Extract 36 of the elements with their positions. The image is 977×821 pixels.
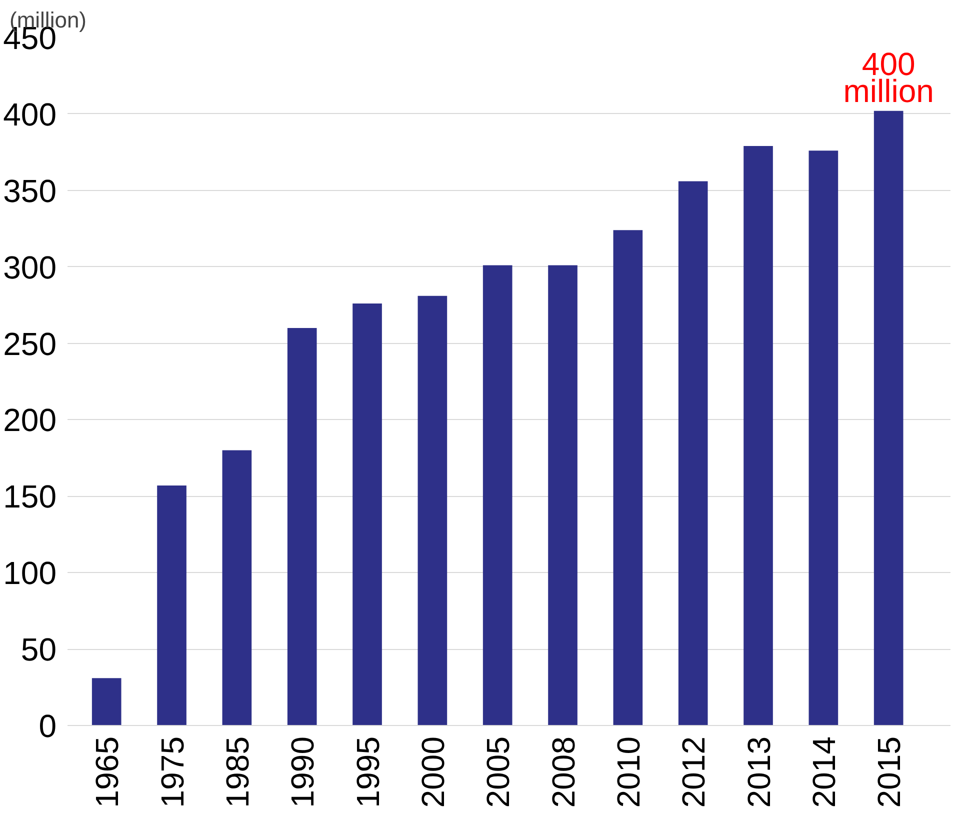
y-tick-label: 250 [3,326,56,362]
bar [548,265,578,726]
bar [222,450,252,726]
bar [482,265,512,726]
bar [808,150,838,726]
bar [157,485,186,726]
x-tick-label: 2008 [545,736,582,808]
bar [874,110,904,726]
bar [418,296,448,726]
bar [613,230,643,726]
x-tick-label: 2014 [806,736,842,808]
y-tick-label: 100 [3,555,56,592]
x-tick-label: 1975 [154,736,190,808]
annotation: 400 million [843,46,934,109]
x-tick-label: 1990 [284,736,321,808]
x-tick-label: 2012 [676,736,712,808]
y-tick-label: 350 [3,172,56,209]
y-tick-label: 400 [3,96,56,132]
bar [744,146,773,726]
bar [287,328,317,726]
bar [352,304,382,726]
y-tick-label: 50 [20,632,56,668]
x-tick-label: 1965 [89,736,126,808]
y-tick-label: 150 [3,478,56,515]
x-tick-label: 2005 [480,736,516,808]
x-tick-label: 2010 [610,736,646,808]
x-tick-label: 1985 [219,736,256,808]
bar [92,678,122,726]
x-tick-label: 2000 [414,736,451,808]
x-tick-label: 1995 [350,736,386,808]
y-tick-label: 300 [3,249,56,286]
x-tick-label: 2013 [740,736,777,808]
bar [678,181,708,726]
y-tick-label: 0 [38,708,56,744]
y-tick-label: 200 [3,402,56,438]
x-tick-label: 2015 [871,736,908,808]
